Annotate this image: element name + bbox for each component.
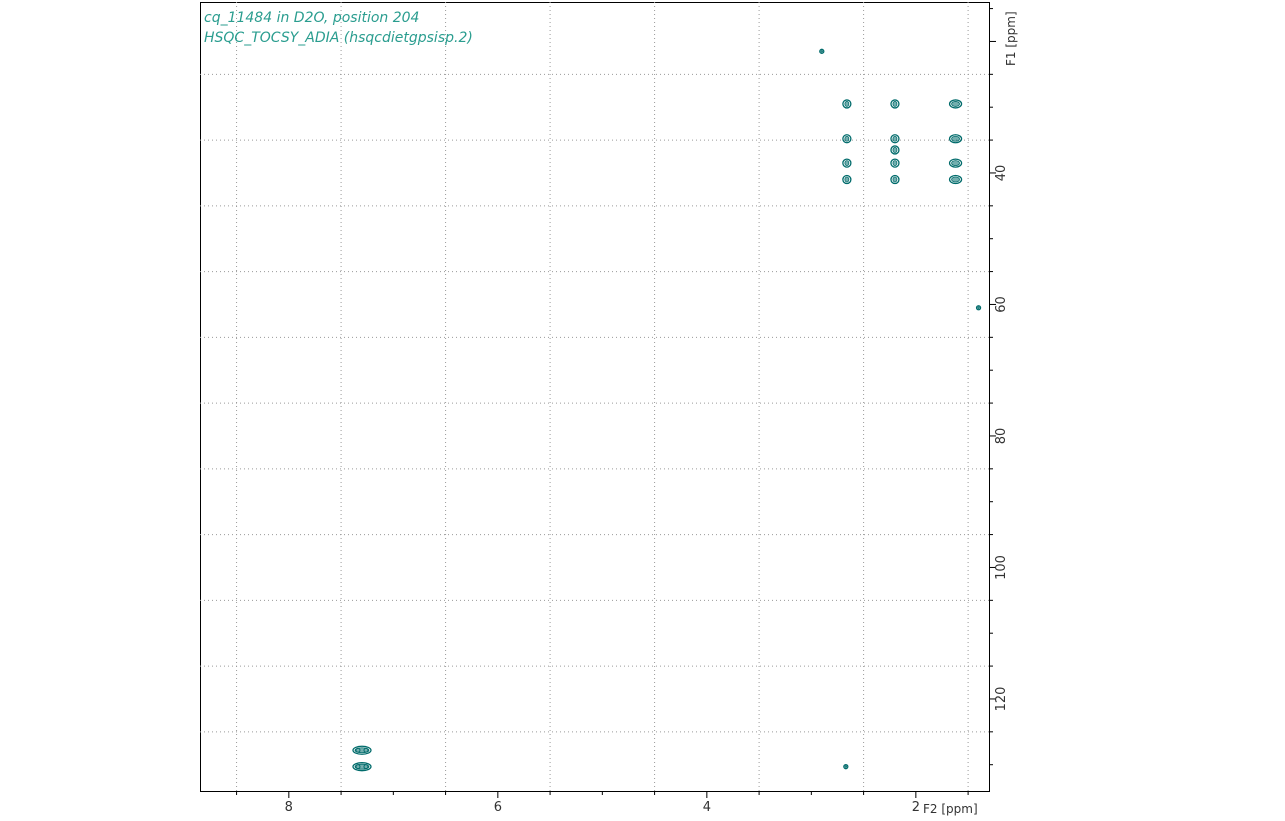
cross-peak — [948, 99, 963, 109]
cross-peak — [890, 99, 900, 109]
title-line-1: cq_11484 in D2O, position 204 — [204, 10, 419, 26]
title-line-2: HSQC_TOCSY_ADIA (hsqcdietgpsisp.2) — [204, 30, 473, 46]
cross-peak — [352, 745, 372, 755]
cross-peak — [890, 145, 900, 155]
x-tick-label: 2 — [912, 800, 920, 815]
cross-peak — [948, 134, 963, 144]
cross-peak — [352, 762, 372, 772]
peak-layer — [352, 48, 982, 772]
cross-peak — [948, 158, 963, 168]
cross-peak — [948, 174, 963, 185]
cross-peak — [842, 134, 852, 144]
y-tick-label: 60 — [994, 296, 1009, 313]
cross-peak — [890, 134, 900, 144]
y-tick-label: 100 — [994, 555, 1009, 580]
y-tick-label: 40 — [994, 165, 1009, 182]
x-tick-label: 8 — [285, 800, 293, 815]
plot-frame — [200, 2, 990, 792]
x-tick-label: 6 — [494, 800, 502, 815]
y-axis-label: F1 [ppm] — [1004, 11, 1018, 66]
cross-peak — [890, 174, 900, 185]
cross-peak — [975, 305, 982, 311]
cross-peak — [842, 99, 852, 109]
cross-peak — [819, 48, 825, 54]
grid-layer — [200, 2, 989, 791]
cross-peak — [842, 158, 852, 168]
y-tick-label: 80 — [994, 428, 1009, 445]
cross-peak — [842, 174, 852, 185]
tick-layer: 8 6 4 2 40 60 80 100 120 — [236, 8, 1009, 815]
y-tick-label: 120 — [994, 687, 1009, 712]
x-axis-label: F2 [ppm] — [923, 802, 978, 816]
cross-peak — [890, 158, 900, 168]
x-tick-label: 4 — [703, 800, 711, 815]
cross-peak — [843, 764, 849, 770]
